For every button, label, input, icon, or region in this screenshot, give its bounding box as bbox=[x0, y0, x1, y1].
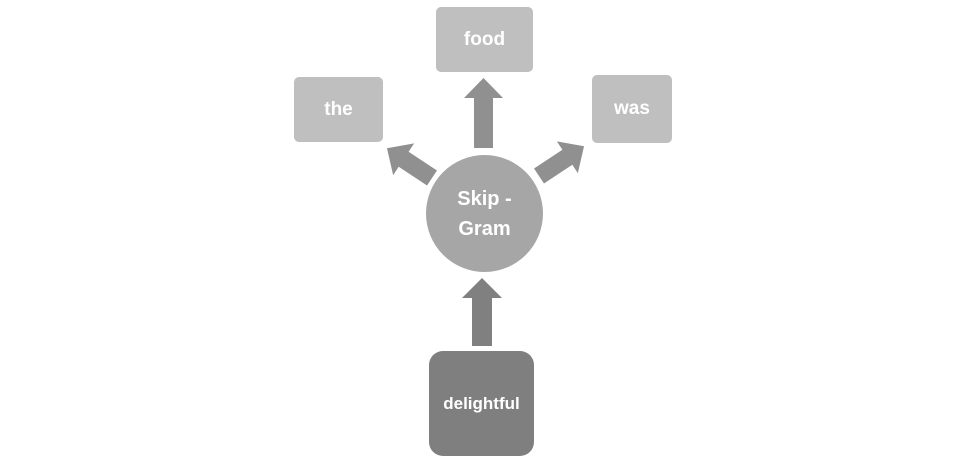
input-word-label: delightful bbox=[443, 393, 520, 413]
output-word-label: was bbox=[614, 98, 650, 119]
model-label-line2: Gram bbox=[458, 217, 511, 240]
model-label-line1: Skip - bbox=[457, 187, 512, 210]
arrow-center-to-food bbox=[464, 78, 503, 148]
input-word-box: delightful bbox=[429, 351, 534, 456]
output-word-the-box: the bbox=[294, 77, 383, 142]
output-word-was-box: was bbox=[592, 75, 672, 143]
arrow-center-to-the bbox=[386, 143, 437, 186]
output-word-label: food bbox=[463, 28, 506, 50]
arrow-input-to-center bbox=[462, 278, 502, 346]
skip-gram-model-circle: Skip - Gram bbox=[426, 155, 543, 272]
output-word-food-box: food bbox=[436, 7, 533, 72]
output-word-label: the bbox=[324, 98, 353, 120]
arrow-center-to-was bbox=[534, 141, 585, 184]
